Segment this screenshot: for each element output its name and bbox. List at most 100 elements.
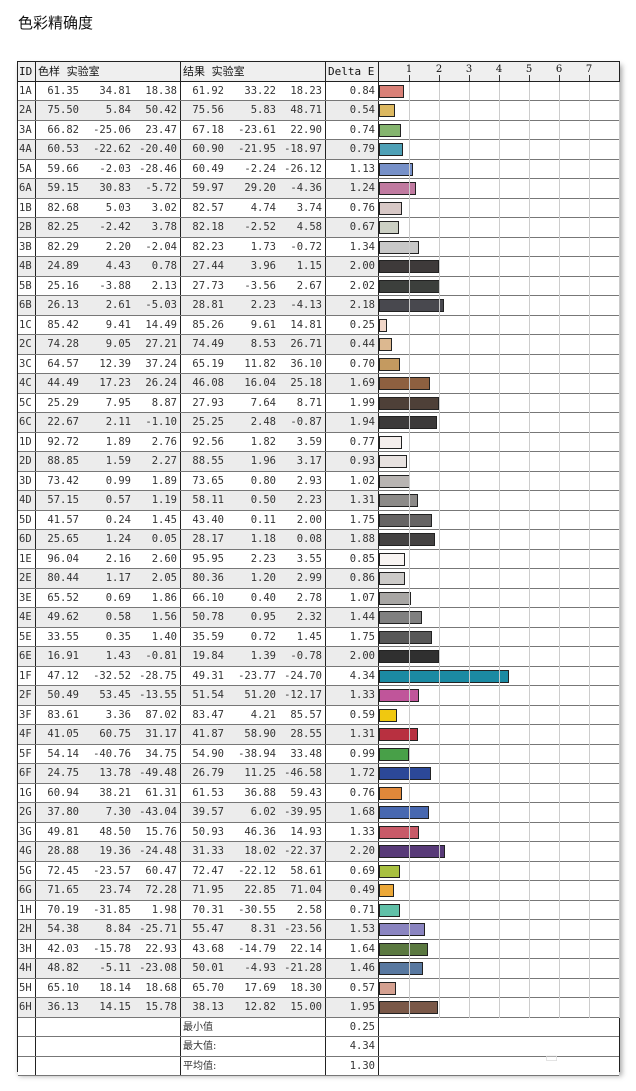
delta-e-value: 0.76 <box>326 198 379 217</box>
sample-lab-value: 48.50 <box>99 825 131 838</box>
sample-lab-value: -13.55 <box>134 686 181 705</box>
sample-lab-value: 47.12 <box>47 669 79 682</box>
result-lab-value: 92.56 <box>192 435 224 448</box>
bar-cell <box>379 413 619 432</box>
result-lab-value: 22.85 <box>244 884 276 896</box>
result-lab-value: 54.90 <box>192 747 224 760</box>
sample-lab-value: 49.62 <box>47 611 79 623</box>
result-lab-value: 26.79 <box>192 767 224 779</box>
row-id: 3C <box>18 354 36 373</box>
result-lab-value: 33.48 <box>279 744 326 763</box>
delta-e-value: 1.24 <box>326 179 379 198</box>
delta-e-value: 0.99 <box>326 744 379 763</box>
delta-e-value: 0.77 <box>326 432 379 451</box>
result-lab-value: 2.23 <box>279 491 326 510</box>
row-id: 5G <box>18 861 36 880</box>
sample-lab-value: 18.14 <box>99 981 131 994</box>
delta-e-bar <box>379 533 436 546</box>
result-lab-value: -21.28 <box>279 959 326 978</box>
delta-e-value: 1.46 <box>326 959 379 978</box>
summary-row: 平均值: 1.30 <box>18 1056 619 1076</box>
table-row: 1E 96.04 2.16 2.60 95.95 2.23 3.55 0.85 <box>18 549 619 569</box>
summary-label: 最小值 <box>181 1017 326 1036</box>
sample-lab-value: -2.03 <box>99 162 131 175</box>
summary-blank <box>18 1056 36 1075</box>
delta-e-bar <box>379 104 396 117</box>
delta-e-bar <box>379 182 417 195</box>
delta-e-value: 0.49 <box>326 881 379 900</box>
delta-e-value: 2.00 <box>326 647 379 666</box>
sample-lab-value: 37.24 <box>134 354 181 373</box>
delta-e-bar <box>379 357 400 371</box>
result-lab-value: 3.55 <box>279 549 326 568</box>
table-row: 1C 85.42 9.41 14.49 85.26 9.61 14.81 0.25 <box>18 315 619 335</box>
row-id: 4E <box>18 608 36 627</box>
result-lab-value: 58.90 <box>244 728 276 740</box>
sample-lab-value: -28.75 <box>134 666 181 685</box>
sample-lab-value: 18.38 <box>134 81 181 100</box>
delta-e-bar <box>379 767 431 780</box>
bar-cell <box>379 627 619 646</box>
summary-value: 4.34 <box>326 1037 379 1056</box>
summary-value: 1.30 <box>326 1056 379 1075</box>
sample-lab-value: 2.13 <box>134 276 181 295</box>
sample-lab-value: 38.21 <box>99 786 131 799</box>
sample-lab-value: 57.15 <box>47 494 79 506</box>
row-id: 4G <box>18 842 36 861</box>
result-lab-value: 75.56 <box>192 104 224 116</box>
result-lab-value: 85.57 <box>279 705 326 724</box>
sample-lab-value: -5.11 <box>99 962 131 974</box>
sample-lab-value: 49.81 <box>47 825 79 838</box>
sample-lab-value: 42.03 <box>47 942 79 955</box>
bar-cell <box>379 569 619 588</box>
result-lab-value: 88.55 <box>192 455 224 467</box>
table-row: 4G 28.88 19.36 -24.48 31.33 18.02 -22.37 2.20 <box>18 842 619 862</box>
sample-lab-value: 82.25 <box>47 221 79 233</box>
delta-e-value: 0.93 <box>326 452 379 471</box>
bar-cell <box>379 159 619 178</box>
sample-lab-value: -20.40 <box>134 140 181 159</box>
sample-lab-value: 24.89 <box>47 260 79 272</box>
header-delta-e: Delta E <box>326 62 379 81</box>
delta-e-value: 1.33 <box>326 822 379 841</box>
sample-lab-value: 50.49 <box>47 689 79 701</box>
bar-cell <box>379 588 619 607</box>
row-id: 6C <box>18 413 36 432</box>
delta-e-bar <box>379 806 430 819</box>
row-id: 1C <box>18 315 36 334</box>
sample-lab-value: -31.85 <box>93 903 131 916</box>
delta-e-value: 0.44 <box>326 335 379 354</box>
sample-lab-value: 92.72 <box>47 435 79 448</box>
result-lab-value: -26.12 <box>279 159 326 178</box>
result-lab-value: 6.02 <box>250 806 276 818</box>
sample-lab-value: 3.36 <box>105 708 131 721</box>
result-lab-value: 22.90 <box>279 120 326 139</box>
result-lab-value: -0.78 <box>279 647 326 666</box>
delta-e-value: 1.68 <box>326 803 379 822</box>
row-id: 2E <box>18 569 36 588</box>
bar-cell <box>379 764 619 783</box>
result-lab-value: -0.87 <box>279 413 326 432</box>
result-lab-value: 18.02 <box>244 845 276 857</box>
table-row: 3G 49.81 48.50 15.76 50.93 46.36 14.93 1.33 <box>18 822 619 842</box>
bar-cell <box>379 393 619 412</box>
sample-lab-value: 1.40 <box>134 627 181 646</box>
delta-e-bar <box>379 923 425 936</box>
result-lab-value: -4.13 <box>279 296 326 315</box>
result-lab-value: 82.57 <box>192 201 224 214</box>
color-accuracy-table: ID 色样 实验室 结果 实验室 Delta E 1 2 3 4 5 6 7 1A 61.35 34.81… <box>17 61 620 1076</box>
sample-lab-value: 73.42 <box>47 474 79 487</box>
result-lab-value: 46.36 <box>244 825 276 838</box>
delta-e-bar <box>379 318 387 332</box>
result-lab-value: 25.18 <box>279 374 326 393</box>
table-row: 5C 25.29 7.95 8.87 27.93 7.64 8.71 1.99 <box>18 393 619 413</box>
row-id: 5B <box>18 276 36 295</box>
table-row: 6H 36.13 14.15 15.78 38.13 12.82 15.00 1.95 <box>18 998 619 1018</box>
sample-lab-value: 2.76 <box>134 432 181 451</box>
result-lab-value: 59.43 <box>279 783 326 802</box>
sample-lab-value: 22.67 <box>47 416 79 428</box>
sample-lab-value: 0.69 <box>105 591 131 604</box>
table-row: 4E 49.62 0.58 1.56 50.78 0.95 2.32 1.44 <box>18 608 619 628</box>
delta-e-bar <box>379 279 440 293</box>
table-row: 1H 70.19 -31.85 1.98 70.31 -30.55 2.58 0.71 <box>18 900 619 920</box>
